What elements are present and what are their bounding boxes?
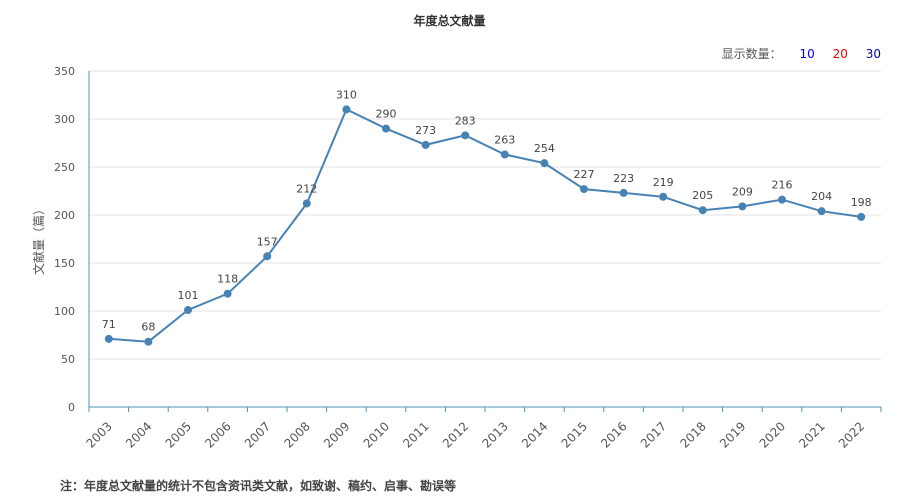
data-label: 157 <box>257 235 278 248</box>
data-point <box>104 334 113 343</box>
y-axis-label: 文献量（篇） <box>31 203 46 275</box>
data-point <box>698 206 707 215</box>
y-tick-label: 200 <box>54 209 75 222</box>
x-tick-label: 2019 <box>717 419 748 450</box>
data-point <box>223 289 232 298</box>
x-tick-label: 2021 <box>796 419 827 450</box>
data-label: 223 <box>613 172 634 185</box>
data-label: 227 <box>574 168 595 181</box>
data-point <box>144 337 153 346</box>
data-point <box>184 306 192 315</box>
x-tick-label: 2020 <box>757 419 788 450</box>
data-label: 290 <box>376 108 397 121</box>
footnote: 注：年度总文献量的统计不包含资讯类文献，如致谢、稿约、启事、勘误等 <box>60 479 457 493</box>
x-tick-label: 2015 <box>559 419 590 450</box>
data-points <box>104 105 866 346</box>
y-tick-label: 350 <box>54 65 75 78</box>
x-tick-label: 2007 <box>242 419 273 450</box>
data-point <box>738 202 747 211</box>
x-tick-label: 2017 <box>638 419 669 450</box>
display-count-option-30[interactable]: 30 <box>865 47 881 61</box>
x-tick-label: 2006 <box>202 419 233 450</box>
data-point <box>263 252 272 261</box>
y-tick-label: 300 <box>54 113 75 126</box>
data-label: 216 <box>772 179 793 192</box>
x-tick-label: 2018 <box>677 419 708 450</box>
data-label: 254 <box>534 142 555 155</box>
data-point <box>382 124 390 133</box>
x-tick-label: 2009 <box>321 419 352 450</box>
data-labels: 71 68 101 118 157 212 310 290 273 283 263 254 227 223… <box>102 88 872 333</box>
data-point <box>461 131 470 140</box>
x-tick-labels: 2003 2004 2005 2006 2007 2008 2009 2010 2011 2012… <box>83 419 867 450</box>
data-point <box>778 195 786 204</box>
chart-title: 年度总文献量 <box>413 14 486 28</box>
data-label: 283 <box>455 114 476 127</box>
y-tick-label: 150 <box>54 257 75 270</box>
data-label: 118 <box>217 273 238 286</box>
x-tick-label: 2004 <box>123 419 154 450</box>
data-label: 263 <box>494 134 515 147</box>
display-count-option-10[interactable]: 10 <box>799 47 815 61</box>
display-count-label: 显示数量： <box>721 47 782 61</box>
x-tick-label: 2008 <box>281 419 312 450</box>
data-label: 219 <box>653 176 674 189</box>
data-point <box>857 212 866 221</box>
x-tick-label: 2011 <box>400 419 431 450</box>
x-tick-label: 2010 <box>361 419 392 450</box>
data-label: 204 <box>811 190 832 203</box>
data-label: 273 <box>415 124 436 137</box>
y-tick-labels: 0 50 100 150 200 250 300 350 <box>54 65 75 414</box>
x-tick-label: 2022 <box>836 419 867 450</box>
data-label: 68 <box>141 321 155 334</box>
y-tick-label: 100 <box>54 305 75 318</box>
display-count-selector: 显示数量： 10 20 30 <box>722 45 881 62</box>
data-point <box>421 140 430 149</box>
data-point <box>302 199 311 208</box>
data-label: 212 <box>296 182 317 195</box>
x-tick-label: 2014 <box>519 419 550 450</box>
series-line <box>108 108 862 343</box>
x-tick-label: 2016 <box>598 419 629 450</box>
x-tick-label: 2013 <box>479 419 510 450</box>
data-point <box>500 150 509 159</box>
data-label: 310 <box>336 88 357 101</box>
data-point <box>817 207 826 216</box>
x-tick-label: 2003 <box>83 419 114 450</box>
y-tick-label: 50 <box>61 353 75 366</box>
display-count-option-20[interactable]: 20 <box>832 47 848 61</box>
data-label: 198 <box>851 196 872 209</box>
axes <box>88 71 882 412</box>
data-label: 71 <box>102 318 116 331</box>
y-tick-label: 250 <box>54 161 75 174</box>
data-point <box>580 185 588 194</box>
x-tick-label: 2005 <box>163 419 194 450</box>
x-tick-label: 2012 <box>440 419 471 450</box>
y-tick-label: 0 <box>68 401 75 414</box>
data-label: 101 <box>178 289 199 302</box>
data-label: 205 <box>692 189 713 202</box>
data-point <box>659 192 668 201</box>
grid-lines <box>89 70 881 360</box>
data-point <box>540 159 549 168</box>
data-point <box>342 105 351 114</box>
data-label: 209 <box>732 185 753 198</box>
data-point <box>619 188 628 197</box>
